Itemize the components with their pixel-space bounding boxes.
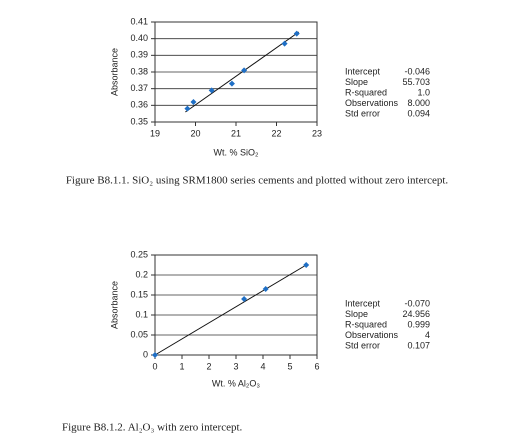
x-tick-label: 0: [152, 361, 157, 371]
plot-frame: [154, 254, 318, 356]
data-point: [241, 67, 248, 74]
y-tick-label: 0.2: [135, 269, 148, 279]
stat-value: -0.070: [404, 298, 430, 308]
stat-value: 1.0: [417, 87, 430, 97]
x-tick-label: 19: [150, 128, 160, 138]
data-point: [241, 296, 248, 302]
y-tick-label: 0.15: [130, 289, 148, 299]
y-tick-label: 0.36: [130, 100, 148, 110]
x-tick-label: 2: [206, 361, 211, 371]
y-tick-label: 0.39: [130, 50, 148, 60]
caption: Figure B8.1.2. Al₂O₃ with zero intercept…: [62, 422, 243, 434]
y-axis-label: Absorbance: [109, 48, 119, 96]
y-tick-label: 0.05: [130, 329, 148, 339]
data-point: [190, 99, 197, 105]
stat-label: Observations: [345, 98, 399, 108]
y-tick-label: 0.25: [130, 249, 148, 259]
stat-value: 24.956: [402, 309, 430, 319]
data-point: [228, 80, 235, 87]
stat-value: 55.703: [402, 77, 430, 87]
stat-value: 8.000: [407, 98, 430, 108]
y-tick-label: 0: [143, 349, 148, 359]
stat-label: R-squared: [345, 87, 387, 97]
stat-label: Std error: [345, 108, 380, 118]
stat-value: -0.046: [404, 66, 430, 76]
y-tick-label: 0.1: [135, 309, 148, 319]
data-point: [152, 352, 158, 358]
x-axis-label: Wt. % SiO₂: [214, 147, 260, 157]
stat-label: Slope: [345, 309, 368, 319]
stat-value: 0.107: [407, 340, 430, 350]
y-tick-label: 0.35: [130, 116, 148, 126]
y-tick-label: 0.41: [130, 16, 148, 26]
stat-label: R-squared: [345, 319, 387, 329]
x-tick-label: 5: [287, 361, 292, 371]
data-point: [184, 105, 191, 112]
x-tick-label: 3: [233, 361, 238, 371]
x-tick-label: 1: [179, 361, 184, 371]
stat-label: Std error: [345, 340, 380, 350]
plot-frame: [154, 21, 318, 123]
trendline: [185, 31, 300, 113]
y-tick-label: 0.38: [130, 66, 148, 76]
y-tick-label: 0.37: [130, 83, 148, 93]
x-tick-label: 23: [312, 128, 322, 138]
x-axis-label: Wt. % Al₂O₃: [212, 378, 260, 388]
stat-value: 0.999: [407, 319, 430, 329]
x-tick-label: 20: [190, 128, 200, 138]
stat-value: 0.094: [407, 108, 430, 118]
data-point: [293, 30, 300, 37]
data-point: [303, 262, 310, 268]
data-point: [208, 87, 215, 94]
x-tick-label: 21: [231, 128, 241, 138]
trendline: [154, 264, 307, 356]
y-tick-label: 0.40: [130, 33, 148, 43]
stat-label: Intercept: [345, 298, 381, 308]
x-tick-label: 6: [314, 361, 319, 371]
y-axis-label: Absorbance: [109, 281, 119, 329]
stat-label: Observations: [345, 330, 399, 340]
stat-label: Intercept: [345, 66, 381, 76]
data-point: [262, 286, 269, 292]
x-tick-label: 4: [260, 361, 265, 371]
x-tick-label: 22: [271, 128, 281, 138]
data-point: [281, 40, 288, 47]
caption: Figure B8.1.1. SiO₂ using SRM1800 series…: [66, 175, 449, 187]
stat-value: 4: [425, 330, 430, 340]
stat-label: Slope: [345, 77, 368, 87]
